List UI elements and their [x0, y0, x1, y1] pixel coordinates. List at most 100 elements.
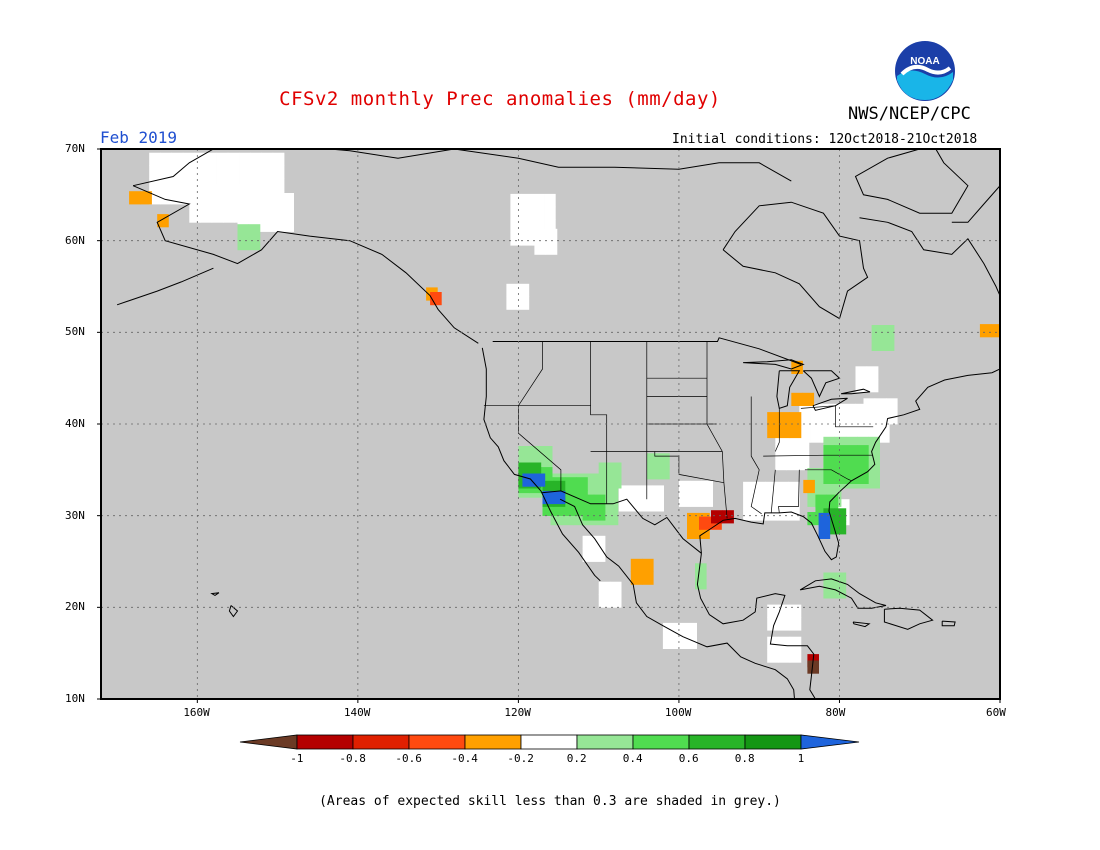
anomaly-cell [160, 165, 172, 179]
anomaly-cell [171, 178, 184, 192]
anomaly-cell [857, 445, 869, 459]
state-boundary [800, 405, 836, 409]
anomaly-cell [767, 604, 779, 618]
anomaly-cell [789, 424, 802, 439]
anomaly-cell [189, 196, 201, 210]
anomaly-cell [250, 165, 262, 179]
anomaly-cell [789, 649, 802, 663]
anomaly-cell [837, 499, 850, 513]
anomaly-cell [834, 572, 847, 586]
coastline [559, 498, 795, 699]
anomaly-cell [157, 214, 169, 228]
anomaly-cell [227, 165, 240, 179]
anomaly-cell [234, 183, 246, 197]
state-boundary [763, 454, 873, 457]
anomaly-cell [250, 178, 262, 192]
anomaly-cell [248, 205, 261, 219]
anomaly-cell [767, 412, 779, 426]
anomaly-cell [521, 206, 534, 220]
anomaly-cell [189, 183, 201, 197]
colorbar-segment [576, 734, 634, 750]
anomaly-cell [194, 165, 206, 179]
anomaly-cell [282, 193, 294, 207]
anomaly-cell [216, 165, 229, 179]
anomaly-cell [823, 585, 835, 599]
anomaly-cell [776, 481, 789, 495]
anomaly-cell [510, 193, 522, 208]
anomaly-cell [855, 416, 868, 430]
anomaly-cell [818, 525, 831, 539]
lon-label: 120W [504, 706, 531, 719]
anomaly-cell [237, 237, 250, 251]
anomaly-cell [743, 481, 755, 495]
colorbar-label: -1 [290, 752, 304, 765]
anomaly-cell [271, 205, 283, 219]
colorbar-segment [520, 734, 578, 750]
anomaly-cell [857, 436, 869, 450]
anomaly-cell [630, 485, 642, 499]
anomaly-cell [775, 457, 787, 471]
anomaly-cell [239, 152, 251, 166]
anomaly-cell [687, 512, 699, 527]
anomaly-cell [776, 494, 789, 508]
anomaly-cell [754, 494, 766, 508]
anomaly-cell [646, 453, 659, 467]
anomaly-cell [767, 424, 779, 439]
anomaly-cell [593, 548, 606, 562]
anomaly-cell [868, 449, 880, 463]
anomaly-cell [685, 635, 697, 649]
colorbar-label: 0.6 [678, 752, 699, 765]
anomaly-cell [786, 457, 799, 471]
lon-label: 100W [664, 706, 692, 719]
coastline [840, 388, 871, 395]
anomaly-cell [529, 446, 542, 460]
anomaly-cell [272, 165, 285, 179]
anomaly-cell [834, 470, 847, 484]
anomaly-cell [868, 475, 880, 489]
anomaly-cell [874, 398, 887, 412]
anomaly-cell [823, 445, 835, 459]
anomaly-cell [874, 411, 887, 425]
anomaly-cell [767, 617, 779, 631]
colorbar-segment [632, 734, 690, 750]
anomaly-cell [129, 191, 141, 205]
noaa-logo: NOAA [895, 41, 955, 101]
anomaly-cell [991, 324, 1000, 338]
anomaly-cell [652, 498, 664, 512]
anomaly-cell [765, 507, 778, 521]
lat-label: 30N [65, 508, 85, 522]
anomaly-cell [674, 622, 686, 637]
coastline [799, 578, 887, 609]
anomaly-cell [642, 571, 654, 585]
anomaly-cell [584, 473, 596, 487]
anomaly-cell [609, 594, 622, 608]
coastline [883, 607, 934, 630]
coastline [699, 368, 1000, 561]
anomaly-cell [833, 429, 845, 443]
anomaly-cell [810, 416, 823, 430]
anomaly-cell [799, 416, 811, 430]
anomaly-cell [545, 241, 558, 255]
anomaly-cell [248, 193, 261, 207]
anomaly-cell [855, 366, 868, 380]
anomaly-cell [821, 429, 834, 443]
coastline [210, 592, 220, 596]
anomaly-cell [282, 205, 294, 219]
anomaly-cell [833, 416, 845, 430]
anomaly-cell [868, 462, 880, 476]
anomaly-cell [532, 193, 545, 208]
anomaly-cell [821, 403, 834, 417]
coastline [812, 397, 848, 411]
anomaly-cell [271, 193, 283, 207]
anomaly-cell [272, 152, 285, 166]
anomaly-cell [582, 548, 595, 562]
anomaly-cell [882, 325, 895, 339]
anomaly-cell [844, 416, 856, 430]
anomaly-cell [711, 510, 723, 524]
anomaly-cell [855, 379, 868, 393]
anomaly-cell [517, 283, 530, 297]
anomaly-cell [606, 512, 619, 526]
colorbar-label: 0.8 [734, 752, 755, 765]
anomaly-cell [271, 218, 283, 232]
